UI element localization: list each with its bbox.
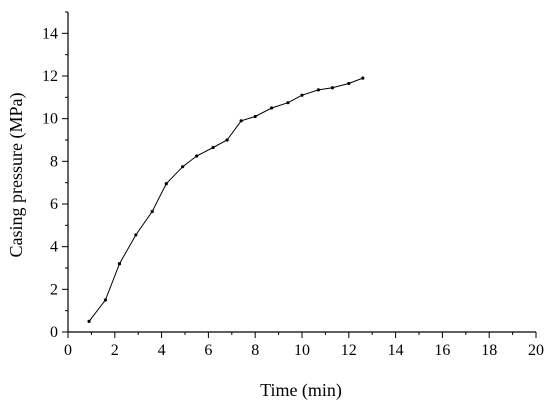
y-tick-label: 14 [42,25,58,42]
y-tick-label: 8 [50,153,58,170]
data-point [117,262,122,266]
data-point [181,165,185,169]
x-tick-label: 8 [251,342,259,359]
x-tick-label: 4 [158,342,166,359]
chart-axes: 0 2 4 6 8 10 12 14 16 18 20 0 2 4 6 8 10 12 14 [42,11,544,359]
data-point [361,76,365,80]
y-tick-label: 10 [42,111,58,128]
data-point [211,145,215,150]
data-point [103,298,108,302]
x-tick-label: 16 [434,342,450,359]
x-axis-label: Time (min) [260,380,342,401]
y-tick-label: 2 [50,281,58,298]
data-point [150,209,154,214]
data-point [286,101,290,105]
data-point [269,106,274,110]
data-point [87,319,91,323]
data-point [316,88,320,92]
data-point [195,154,199,158]
x-tick-label: 14 [388,342,404,359]
x-tick-label: 20 [528,342,544,359]
data-point [330,86,335,90]
x-tick-label: 18 [481,342,497,359]
y-tick-label: 0 [50,324,58,341]
series-line [88,77,363,322]
x-tick-label: 0 [64,342,72,359]
plot-area [87,76,365,323]
data-point [239,119,243,123]
y-axis-label: Casing pressure (MPa) [6,93,27,258]
data-point [164,182,168,186]
y-tick-label: 4 [50,239,58,256]
data-point [225,138,229,142]
y-tick-label: 6 [50,196,58,213]
data-point [253,114,257,119]
x-tick-label: 6 [204,342,212,359]
x-tick-label: 2 [111,342,119,359]
y-tick-label: 12 [42,68,58,85]
x-tick-label: 10 [294,342,310,359]
x-tick-label: 12 [341,342,357,359]
data-point [347,81,351,86]
data-point [300,93,304,97]
data-point [134,233,138,237]
